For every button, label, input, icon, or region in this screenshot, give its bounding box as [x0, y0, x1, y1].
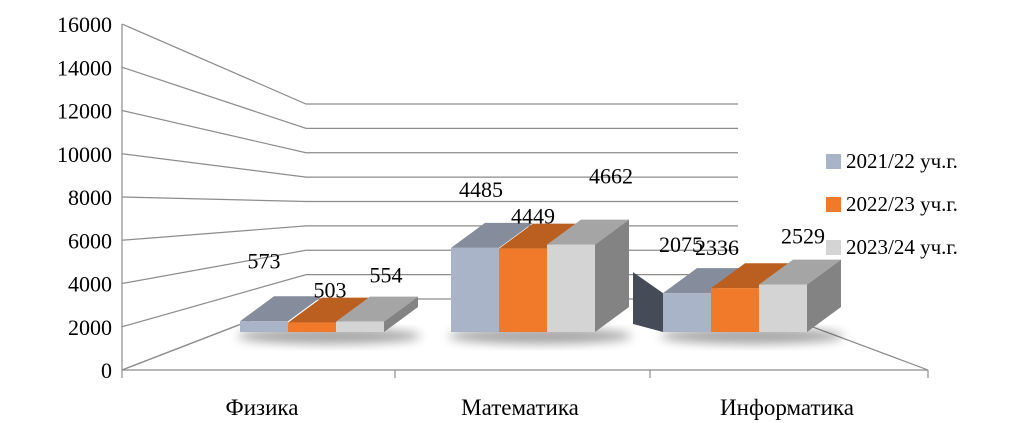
y-tick-label: 8000 — [68, 185, 112, 210]
y-tick-label: 0 — [101, 358, 112, 383]
bar-side-face — [807, 259, 841, 332]
data-label: 2529 — [781, 224, 825, 249]
legend-swatch — [826, 240, 841, 255]
bar-top-face — [663, 268, 745, 294]
bar-top-face — [759, 259, 841, 285]
bar-left-face — [633, 272, 663, 332]
legend-label: 2021/22 уч.г. — [846, 149, 958, 173]
data-label: 4449 — [511, 204, 555, 229]
gridline — [121, 153, 738, 178]
bar-top-face — [288, 297, 370, 323]
bar-top-face — [711, 263, 793, 289]
bar-side-face — [384, 296, 418, 332]
bar-top-face — [336, 296, 418, 322]
bar — [499, 248, 547, 332]
data-label: 503 — [314, 278, 347, 303]
data-label: 2336 — [695, 235, 739, 260]
bar — [663, 293, 711, 332]
y-axis-tick-labels: 0 2000 4000 6000 8000 10000 12000 14000 16000 — [57, 12, 112, 383]
gridline — [121, 196, 738, 203]
bar — [451, 247, 499, 332]
bar-top-face — [451, 222, 533, 248]
legend-label: 2023/24 уч.г. — [846, 235, 958, 259]
data-label: 573 — [248, 248, 281, 273]
bar — [336, 321, 384, 332]
bar-top-face — [547, 219, 629, 245]
y-tick-label: 12000 — [57, 99, 112, 124]
gridlines — [121, 23, 738, 371]
gridline — [121, 66, 738, 129]
y-tick-label: 6000 — [68, 228, 112, 253]
gridline — [121, 23, 738, 105]
legend-label: 2022/23 уч.г. — [846, 192, 958, 216]
bar — [547, 244, 595, 332]
legend-swatch — [826, 197, 841, 212]
x-tick-label: Физика — [226, 395, 299, 420]
bar — [759, 284, 807, 332]
bar — [288, 322, 336, 332]
gridline — [121, 109, 738, 154]
gridline — [121, 225, 738, 241]
x-tick-label: Информатика — [720, 395, 854, 420]
y-tick-label: 14000 — [57, 55, 112, 80]
bar — [711, 288, 759, 332]
y-tick-label: 10000 — [57, 142, 112, 167]
y-tick-label: 16000 — [57, 12, 112, 37]
x-axis-category-labels: Физика Математика Информатика — [226, 395, 854, 420]
data-label: 2075 — [659, 232, 703, 257]
bar-top-face — [499, 223, 581, 249]
bars — [237, 219, 844, 344]
legend: 2021/22 уч.г. 2022/23 уч.г. 2023/24 уч.г. — [826, 149, 958, 259]
bar — [240, 321, 288, 332]
data-label: 554 — [370, 263, 403, 288]
legend-swatch — [826, 154, 841, 169]
bar-side-face — [595, 219, 629, 332]
x-tick-label: Математика — [461, 395, 579, 420]
data-label: 4485 — [459, 177, 503, 202]
bar-top-face — [240, 296, 322, 322]
data-label: 4662 — [589, 164, 633, 189]
y-tick-label: 2000 — [68, 315, 112, 340]
gridline — [121, 249, 738, 285]
y-tick-label: 4000 — [68, 272, 112, 297]
